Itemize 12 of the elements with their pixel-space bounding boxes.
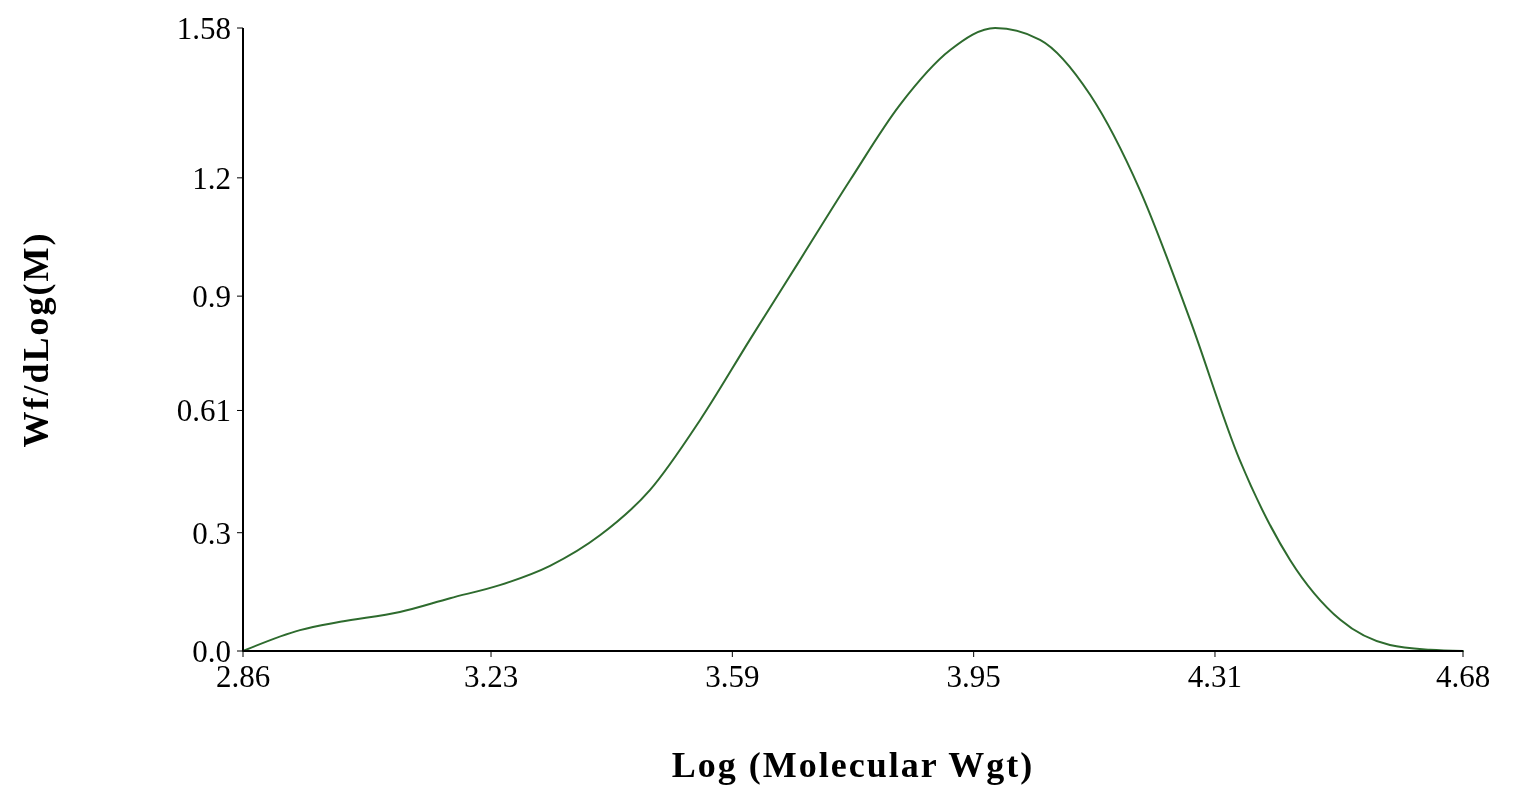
x-tick-label: 3.95 <box>946 659 1001 694</box>
y-tick-label: 0.9 <box>192 278 231 314</box>
y-tick-label: 0.3 <box>192 515 231 551</box>
x-tick-label: 4.68 <box>1435 659 1491 694</box>
x-tick-label: 3.59 <box>705 659 760 694</box>
x-axis-title: Log (Molecular Wgt) <box>671 745 1035 785</box>
y-tick-label: 1.2 <box>192 160 231 196</box>
x-tick-label: 4.31 <box>1187 659 1243 694</box>
x-tick-label: 3.23 <box>463 659 519 694</box>
y-axis-title: Wf/dLog(M) <box>16 231 56 448</box>
y-tick-label: 1.58 <box>176 10 231 46</box>
y-tick-label: 0.61 <box>176 393 231 429</box>
